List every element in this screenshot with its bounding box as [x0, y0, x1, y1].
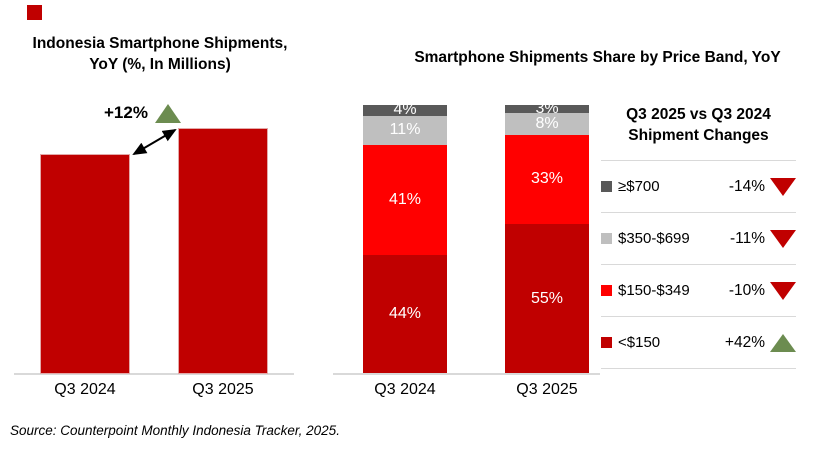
- left-chart-baseline: [14, 373, 294, 375]
- yoy-arrow-icon: [132, 128, 177, 156]
- decrease-down-triangle-icon: [770, 177, 796, 196]
- segment-value-label: 11%: [389, 121, 421, 139]
- left-chart-title: Indonesia Smartphone Shipments, YoY (%, …: [0, 33, 320, 75]
- legend-swatch-icon: [601, 337, 612, 348]
- legend-change-value: -10%: [728, 281, 765, 299]
- segment-value-label: 33%: [530, 170, 564, 188]
- decrease-down-triangle-icon: [770, 229, 796, 248]
- legend-price-band-label: ≥$700: [618, 178, 660, 195]
- legend-title-line1: Q3 2025 vs Q3 2024: [626, 106, 771, 123]
- segment-value-label: 4%: [393, 101, 417, 119]
- stacked-bar-q3-2024: 4% 11% 41% 44%: [363, 101, 447, 373]
- legend-swatch-icon: [601, 285, 612, 296]
- legend-panel: Q3 2025 vs Q3 2024 Shipment Changes ≥$70…: [601, 104, 796, 369]
- yoy-change-label: +12%: [104, 103, 148, 122]
- legend-swatch-icon: [601, 233, 612, 244]
- segment-value-label: 3%: [535, 100, 559, 118]
- segment--350-699: 11%: [363, 115, 447, 146]
- legend-title: Q3 2025 vs Q3 2024 Shipment Changes: [601, 104, 796, 146]
- legend-change-value: +42%: [724, 333, 765, 351]
- stacked-bar-q3-2025: 3% 8% 33% 55%: [505, 101, 589, 373]
- segment--700: 3%: [505, 101, 589, 117]
- segment-value-label: 8%: [535, 114, 559, 132]
- right-chart-axis-label: Q3 2025: [516, 381, 578, 398]
- legend-row--350-699: $350-$699 -11%: [601, 212, 796, 264]
- legend-change-value: -14%: [728, 177, 765, 195]
- left-chart-title-line1: Indonesia Smartphone Shipments,: [32, 35, 288, 52]
- right-chart-axis-label: Q3 2024: [374, 381, 436, 398]
- segment-value-label: 41%: [388, 191, 422, 209]
- legend-row--700: ≥$700 -14%: [601, 160, 796, 212]
- increase-up-triangle-icon: [770, 333, 796, 352]
- segment--150: 44%: [363, 255, 447, 373]
- segment-value-label: 44%: [388, 305, 422, 323]
- legend-row--150-349: $150-$349 -10%: [601, 264, 796, 316]
- right-chart-baseline: [333, 373, 600, 375]
- segment-value-label: 55%: [530, 289, 564, 307]
- legend-change-value: -11%: [729, 229, 765, 247]
- left-chart-bar-q3-2025: [178, 128, 268, 374]
- left-chart-title-line2: YoY (%, In Millions): [89, 56, 231, 73]
- segment--150-349: 33%: [505, 134, 589, 225]
- legend-price-band-label: <$150: [618, 334, 661, 351]
- legend-row--150: <$150 +42%: [601, 316, 796, 368]
- legend-title-line2: Shipment Changes: [628, 127, 769, 144]
- right-chart-title: Smartphone Shipments Share by Price Band…: [414, 49, 781, 66]
- legend-swatch-icon: [601, 181, 612, 192]
- legend-rows: ≥$700 -14% $350-$699 -11% $150-$349 -10% <$150…: [601, 160, 796, 369]
- yoy-annotation: +12%: [104, 103, 181, 123]
- growth-up-triangle-icon: [154, 103, 181, 123]
- segment--350-699: 8%: [505, 113, 589, 135]
- left-chart-axis-label: Q3 2025: [192, 381, 254, 398]
- segment--150-349: 41%: [363, 145, 447, 256]
- source-note: Source: Counterpoint Monthly Indonesia T…: [10, 423, 340, 438]
- segment--700: 4%: [363, 101, 447, 119]
- legend-price-band-label: $150-$349: [618, 282, 690, 299]
- left-chart-bar-q3-2024: [40, 154, 130, 374]
- left-chart-axis-label: Q3 2024: [54, 381, 116, 398]
- legend-price-band-label: $350-$699: [618, 230, 690, 247]
- decrease-down-triangle-icon: [770, 281, 796, 300]
- segment--150: 55%: [505, 224, 589, 373]
- brand-mark: [27, 5, 42, 20]
